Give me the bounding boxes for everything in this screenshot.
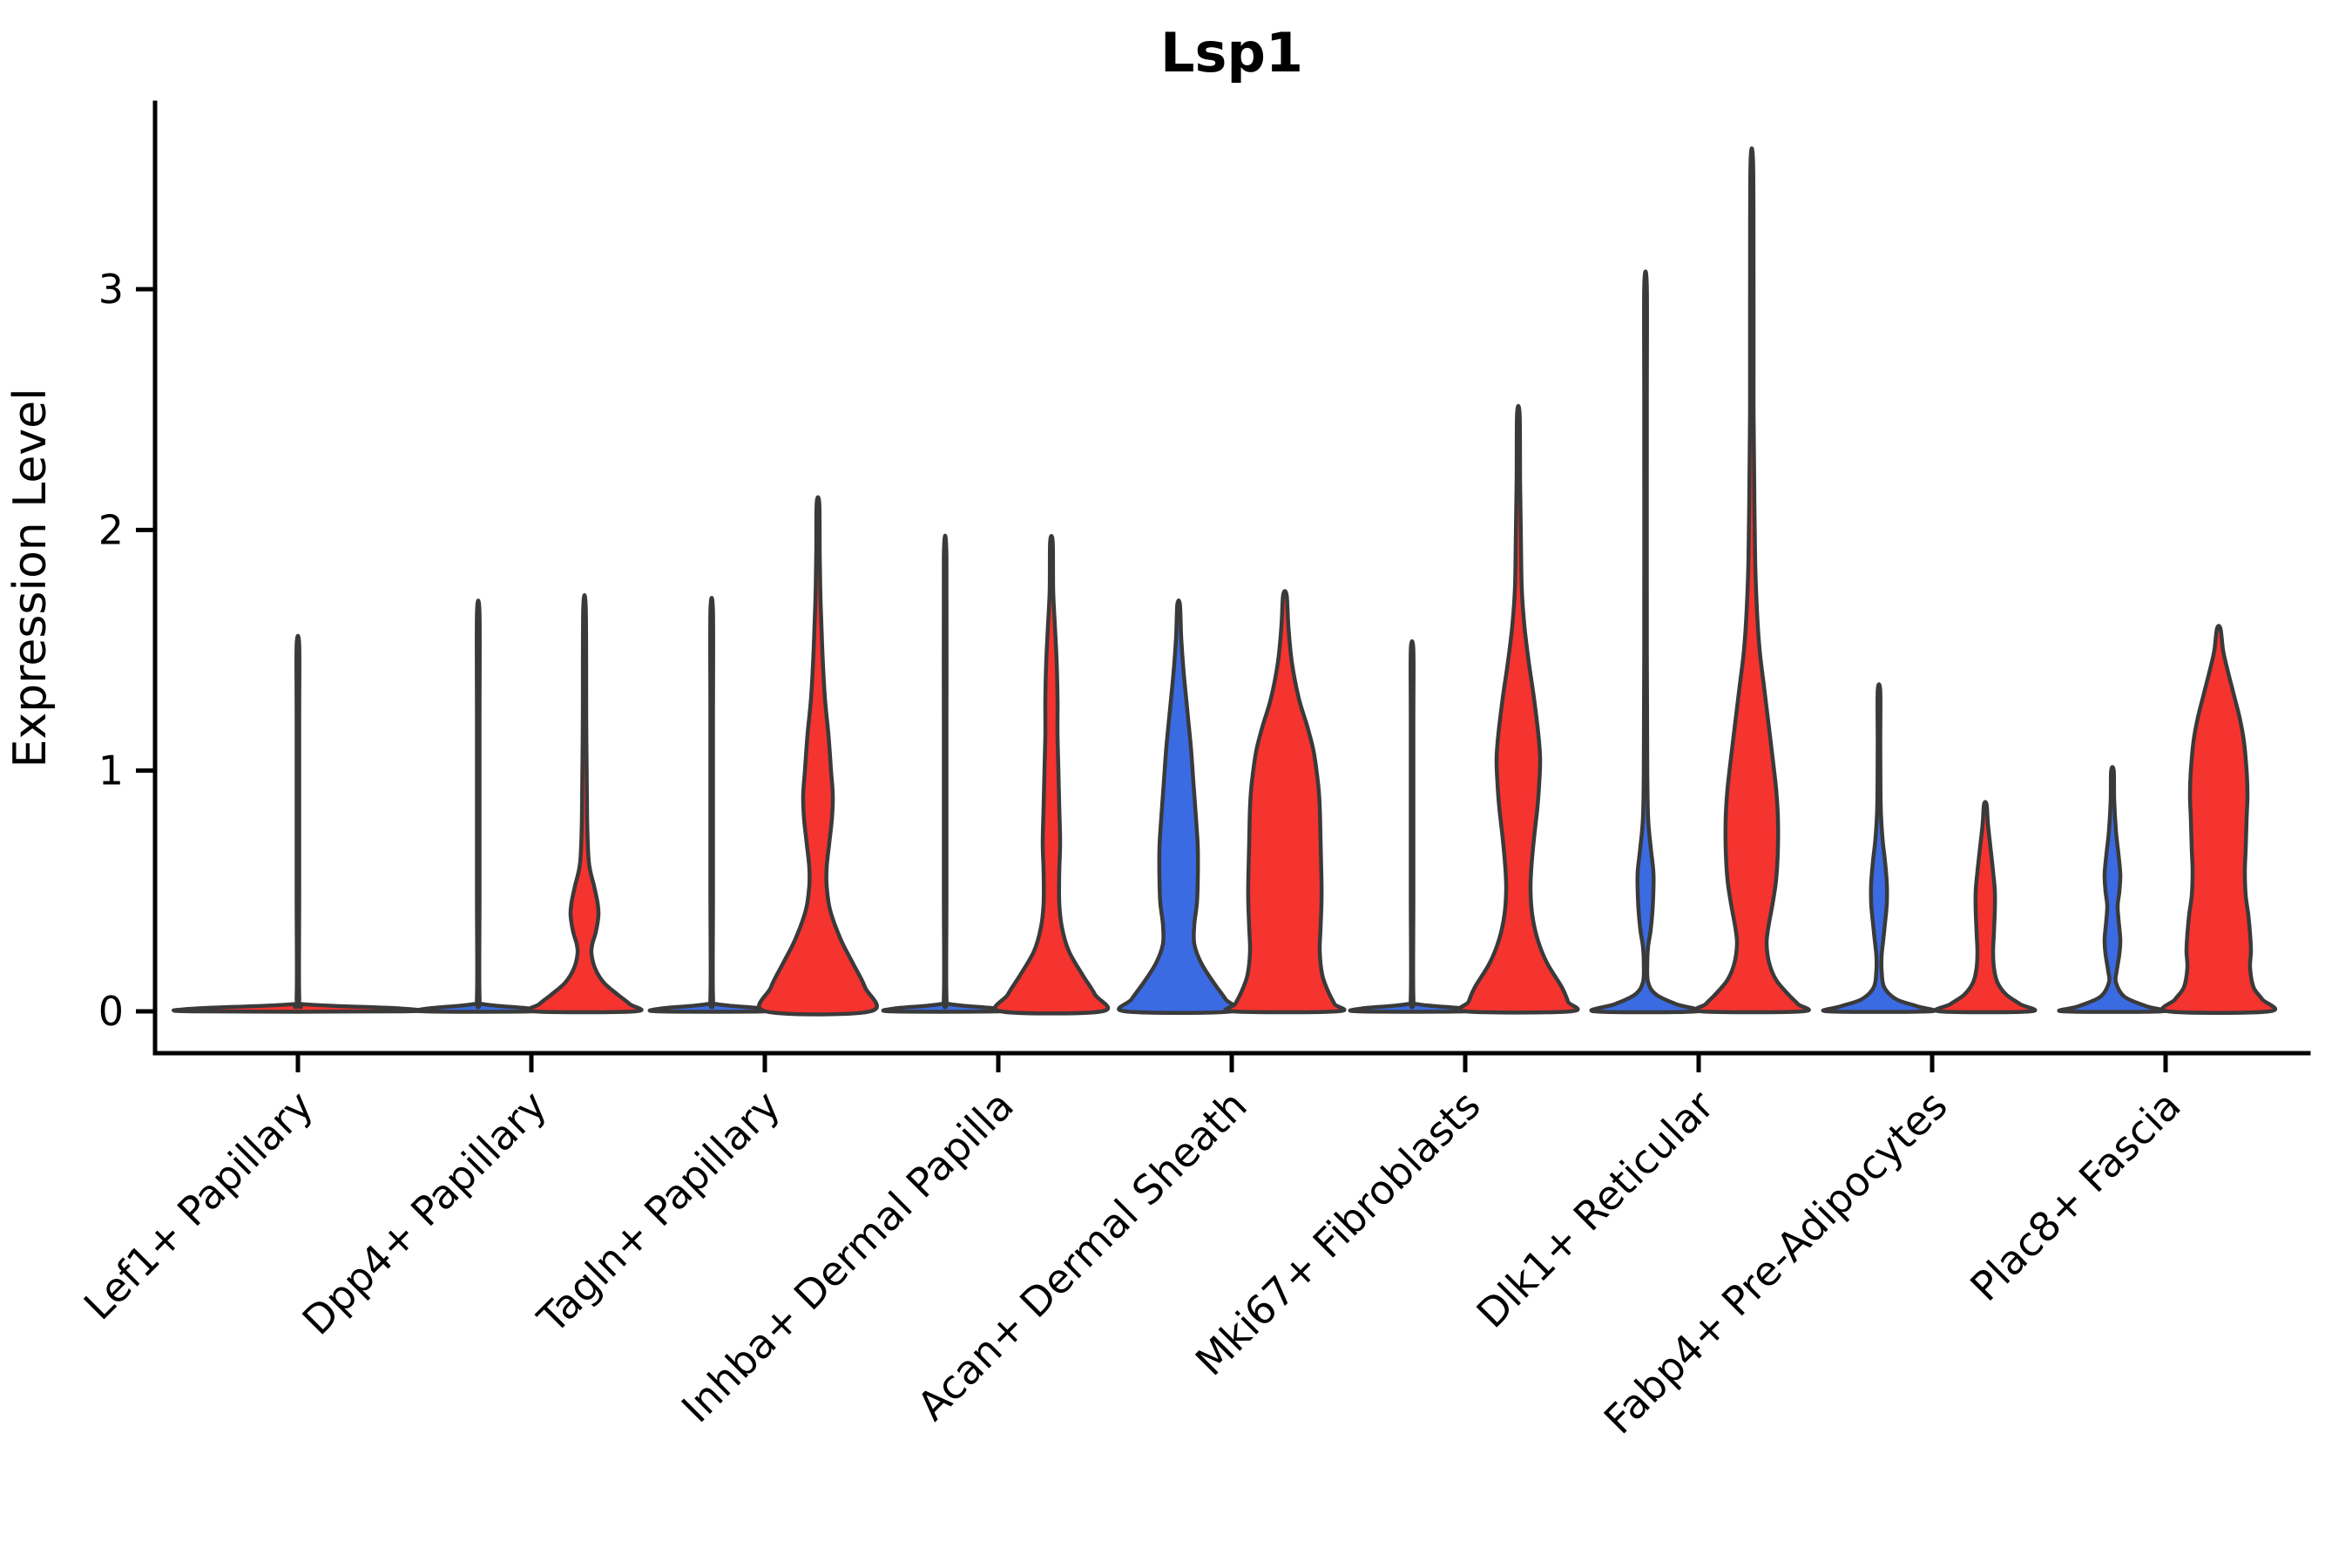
y-tick-label-3: 3 — [98, 266, 124, 313]
violin-mki67-fibroblasts-blue — [1348, 639, 1477, 1014]
violin-acan-dermal-sheath-red — [1223, 589, 1347, 1015]
violin-fabp4-pre-adipocytes-red — [1933, 800, 2038, 1015]
violin-plac8-fascia-red — [2159, 624, 2278, 1015]
violin-acan-dermal-sheath-blue — [1117, 598, 1240, 1015]
violin-lef1-papillary-red — [172, 633, 424, 1014]
chart-title: Lsp1 — [1160, 21, 1303, 84]
y-axis-title: Expression Level — [4, 388, 57, 767]
violin-tagln-papillary-blue — [647, 596, 776, 1014]
y-tick-label-0: 0 — [98, 988, 124, 1035]
violin-fabp4-pre-adipocytes-blue — [1821, 682, 1937, 1014]
violin-dlk1-reticular-blue — [1589, 269, 1702, 1015]
violin-dlk1-reticular-red — [1693, 146, 1811, 1015]
y-tick-label-2: 2 — [98, 506, 124, 553]
violin-plac8-fascia-blue — [2057, 765, 2168, 1014]
violin-tagln-papillary-red — [757, 495, 879, 1017]
violin-inhba-dermal-papilla-red — [992, 533, 1111, 1016]
violin-inhba-dermal-papilla-blue — [881, 533, 1010, 1014]
violin-mki67-fibroblasts-red — [1456, 403, 1580, 1015]
violin-dpp4-papillary-red — [525, 593, 644, 1015]
violin-dpp4-papillary-blue — [414, 598, 543, 1014]
violins-layer — [172, 146, 2278, 1017]
y-tick-label-1: 1 — [98, 747, 124, 794]
